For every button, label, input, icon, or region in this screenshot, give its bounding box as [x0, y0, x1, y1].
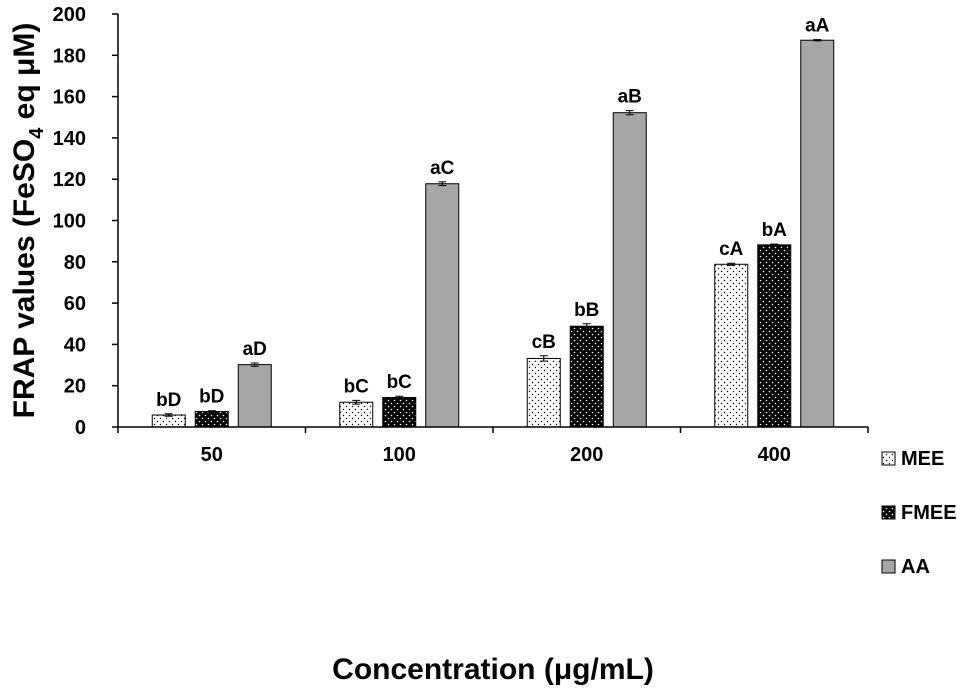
x-axis-title: Concentration (μg/mL): [332, 653, 654, 686]
bar-fmee-400: [757, 244, 792, 428]
bar-data-label: bD: [156, 390, 181, 411]
bar-data-label: bC: [344, 376, 370, 397]
bar-data-label: aB: [618, 87, 642, 108]
y-tick-label: 20: [64, 376, 86, 398]
bar-data-label: bB: [574, 300, 599, 321]
legend-label-mee: MEE: [901, 448, 944, 470]
bar-mee-50: [151, 414, 186, 428]
bar-aa-50: [237, 364, 272, 428]
y-axis-title-prefix: FRAP values (FeSO: [8, 139, 41, 419]
y-tick-label: 120: [53, 169, 86, 191]
legend-label-fmee: FMEE: [901, 502, 957, 524]
y-tick-label: 40: [64, 334, 86, 356]
legend-swatch-aa: [881, 559, 896, 574]
x-tick-label: 100: [383, 444, 416, 466]
bar-data-label: aA: [805, 16, 830, 37]
x-tick-label: 50: [201, 444, 223, 466]
legend-swatch-mee: [881, 451, 896, 466]
y-axis-title-suffix: eq μM): [8, 23, 41, 128]
bar-fmee-100: [382, 396, 417, 428]
bar-fmee-50: [194, 411, 229, 428]
bar-data-label: cA: [719, 239, 744, 260]
bar-mee-400: [714, 263, 749, 428]
legend-swatch-fmee: [881, 505, 896, 520]
y-tick-label: 180: [53, 45, 86, 67]
y-axis-title: FRAP values (FeSO4 eq μM): [8, 23, 48, 419]
bar-data-label: cB: [532, 332, 556, 353]
bar-aa-400: [800, 39, 835, 428]
bar-mee-100: [339, 401, 374, 428]
bar-aa-100: [425, 183, 460, 428]
legend-label-aa: AA: [901, 556, 930, 578]
bar-data-label: aC: [430, 158, 455, 179]
y-tick-label: 0: [75, 417, 86, 439]
y-tick-label: 200: [53, 4, 86, 26]
x-tick-label: 400: [758, 444, 791, 466]
x-tick-label: 200: [570, 444, 603, 466]
bar-aa-200: [612, 112, 647, 428]
bar-data-label: bD: [199, 387, 224, 408]
bar-data-label: bA: [762, 220, 788, 241]
y-tick-label: 60: [64, 293, 86, 315]
bar-data-label: bC: [387, 372, 413, 393]
y-tick-label: 100: [53, 211, 86, 233]
y-tick-label: 160: [53, 87, 86, 109]
bar-data-label: aD: [243, 339, 267, 360]
y-axis-title-subscript: 4: [26, 127, 48, 139]
bar-fmee-200: [569, 325, 604, 428]
y-tick-label: 80: [64, 252, 86, 274]
y-tick-label: 140: [53, 128, 86, 150]
bar-mee-200: [526, 357, 561, 428]
